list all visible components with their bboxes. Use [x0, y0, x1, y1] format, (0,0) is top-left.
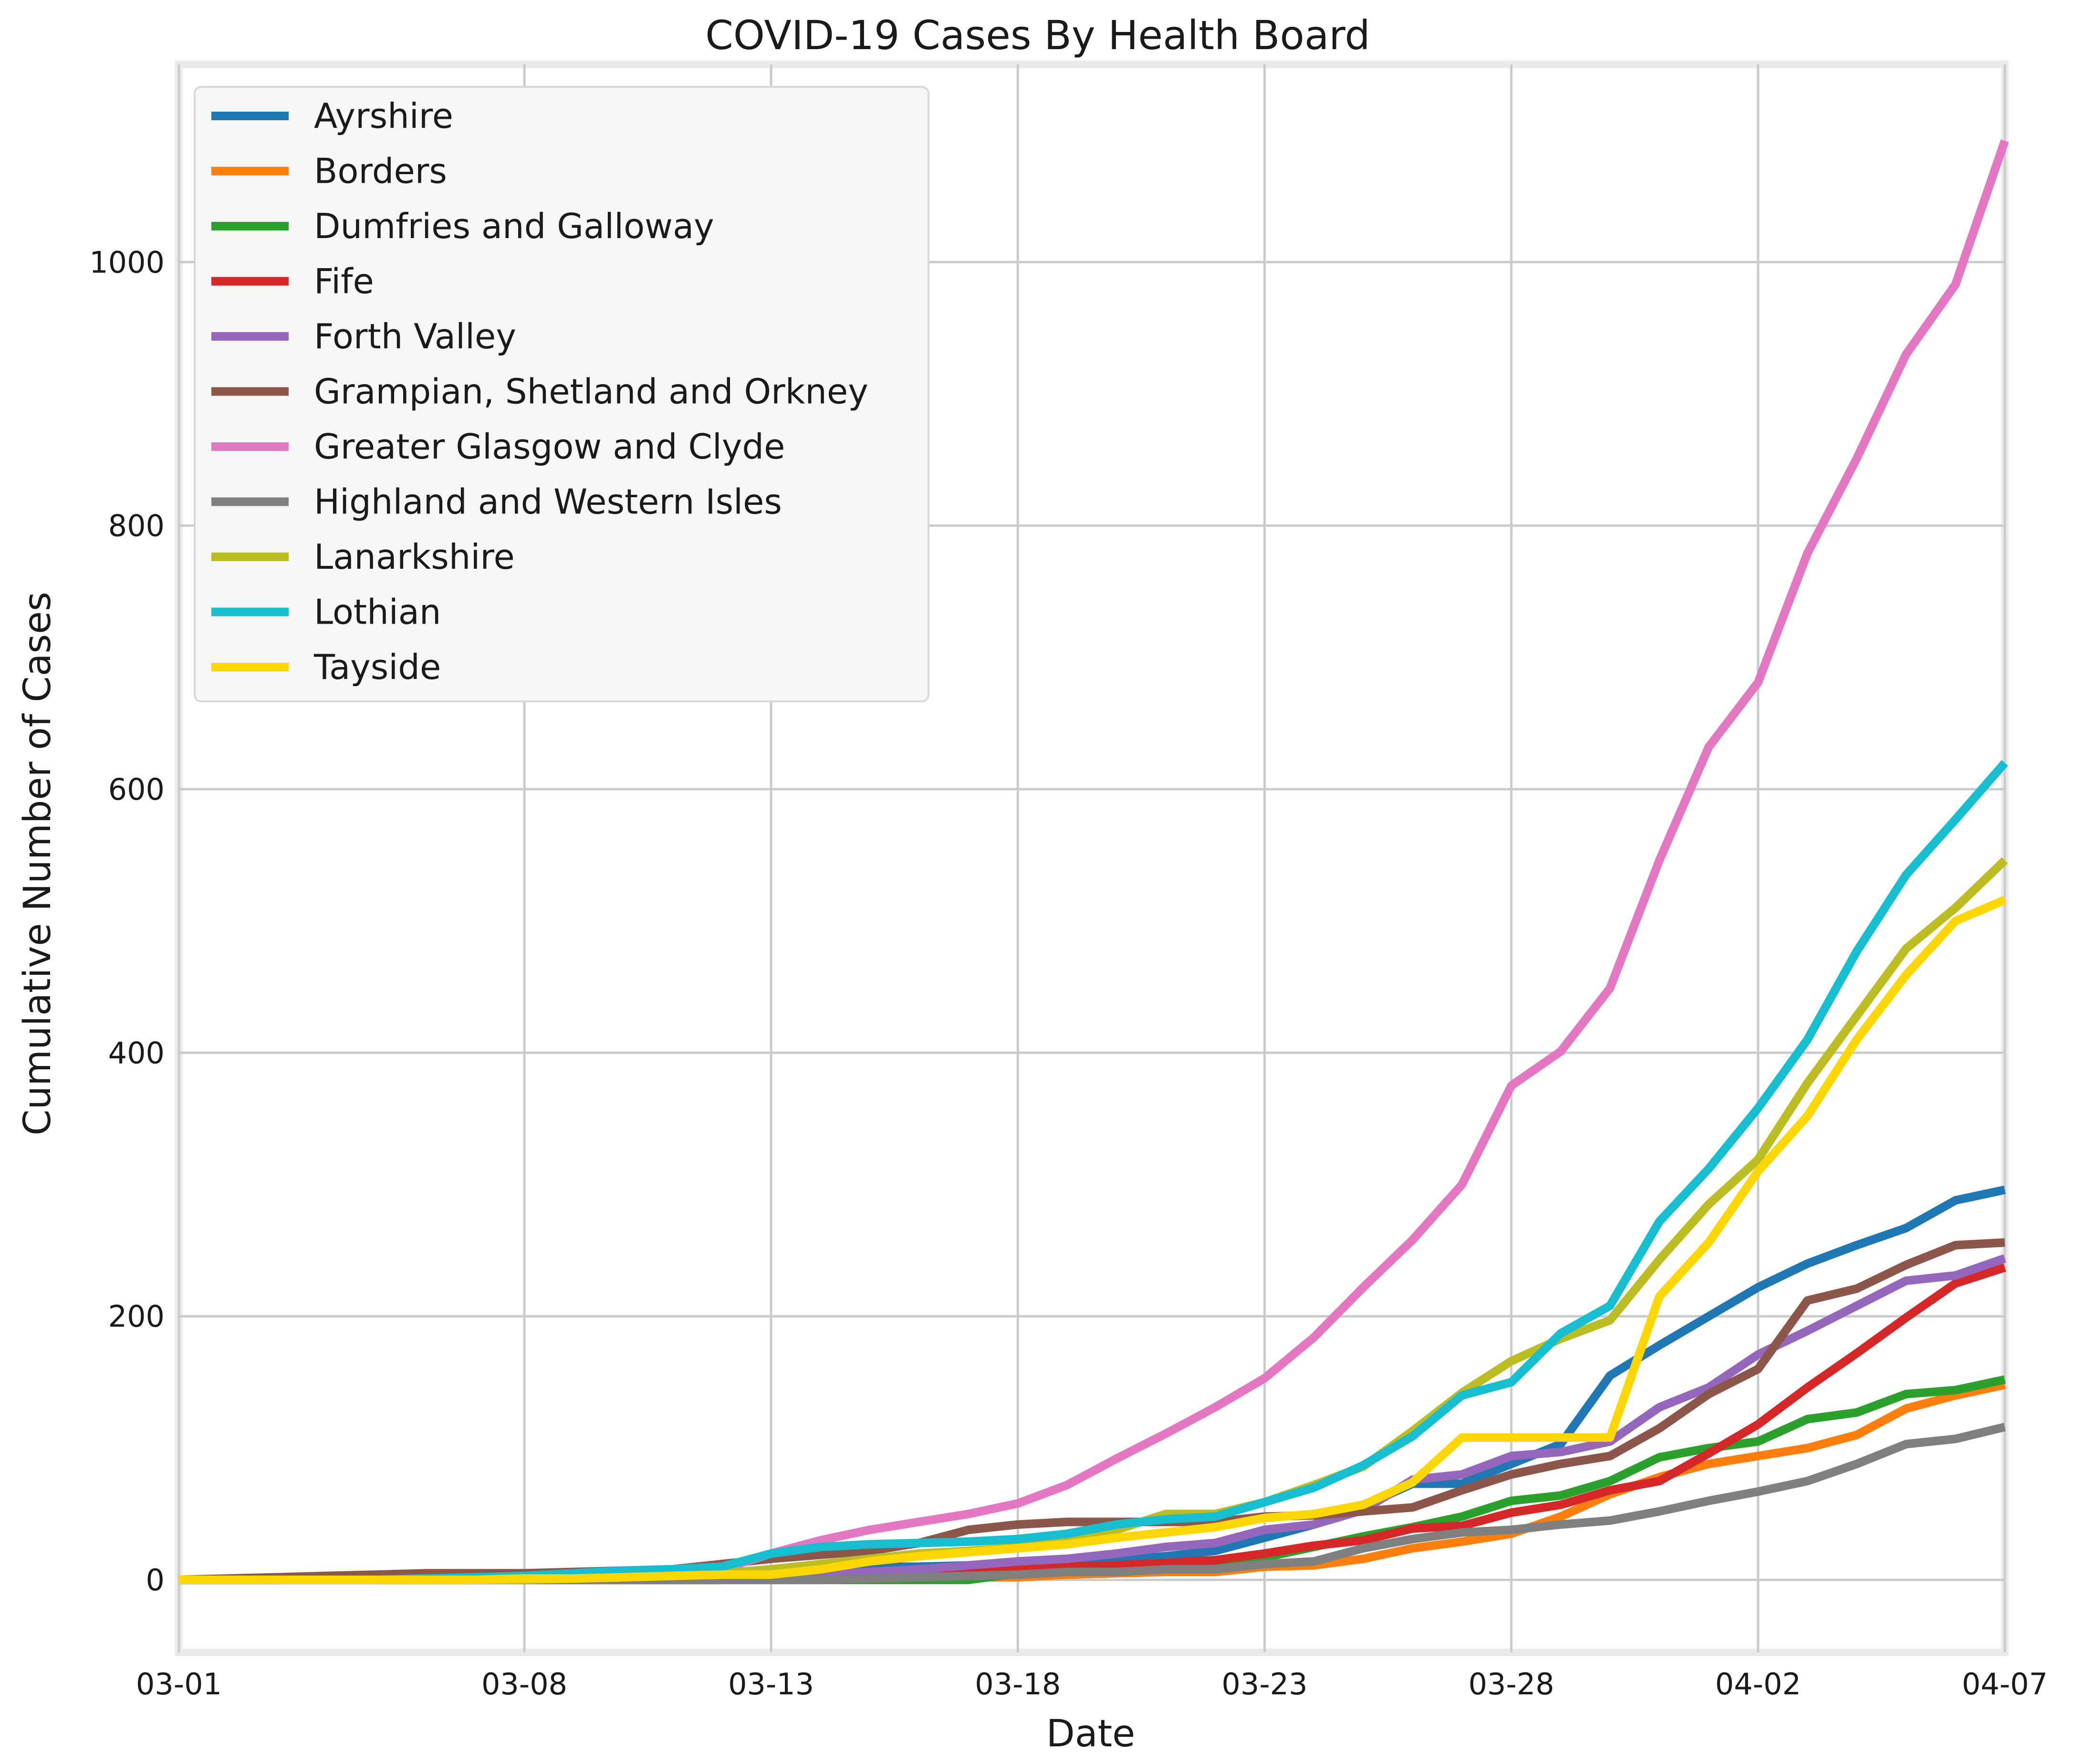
legend-item: Fife — [211, 261, 374, 302]
legend-label: Fife — [314, 261, 374, 302]
x-tick-label: 03-28 — [1469, 1667, 1554, 1701]
x-tick-label: 03-08 — [481, 1667, 567, 1701]
legend-item: Lothian — [211, 592, 441, 632]
legend-box — [194, 86, 929, 702]
x-tick-label: 03-01 — [136, 1667, 222, 1701]
legend-item: Highland and Western Isles — [211, 482, 782, 522]
y-tick-label: 400 — [108, 1035, 165, 1070]
legend-item: Lanarkshire — [211, 537, 515, 577]
legend-item: Greater Glasgow and Clyde — [211, 427, 785, 467]
y-axis-ticks: 0 200 400 600 800 1000 — [89, 245, 165, 1597]
x-axis-title: Date — [1046, 1712, 1135, 1755]
x-axis-ticks: 03-01 03-08 03-13 03-18 03-23 03-28 04-02 04-07 — [136, 1667, 2048, 1701]
grid — [177, 64, 2006, 1652]
legend-label: Lothian — [314, 592, 441, 632]
legend-label: Tayside — [313, 647, 441, 687]
legend-label: Ayrshire — [314, 96, 453, 136]
x-tick-label: 03-18 — [975, 1667, 1061, 1701]
legend-item: Dumfries and Galloway — [211, 206, 714, 246]
legend-label: Borders — [314, 151, 447, 191]
legend-label: Grampian, Shetland and Orkney — [314, 372, 868, 412]
x-tick-label: 04-07 — [1962, 1667, 2048, 1701]
legend-label: Dumfries and Galloway — [314, 206, 714, 246]
legend: Ayrshire Borders Dumfries and Galloway Fife… — [194, 86, 929, 702]
legend-label: Lanarkshire — [314, 537, 515, 577]
legend-item: Borders — [211, 151, 447, 191]
legend-item: Tayside — [211, 647, 441, 687]
y-tick-label: 1000 — [89, 245, 165, 280]
x-tick-label: 03-13 — [728, 1667, 814, 1701]
legend-label: Greater Glasgow and Clyde — [314, 427, 785, 467]
legend-item: Grampian, Shetland and Orkney — [211, 372, 868, 412]
legend-label: Highland and Western Isles — [314, 482, 782, 522]
y-tick-label: 200 — [108, 1299, 165, 1334]
series-lines — [178, 139, 2009, 1585]
y-tick-label: 600 — [108, 772, 165, 807]
chart-title: COVID-19 Cases By Health Board — [705, 12, 1370, 59]
legend-label: Forth Valley — [314, 316, 516, 356]
series-line-tayside — [179, 896, 2007, 1585]
legend-item: Forth Valley — [211, 316, 516, 356]
y-tick-label: 800 — [108, 509, 165, 543]
x-tick-label: 04-02 — [1715, 1667, 1801, 1701]
y-tick-label: 0 — [146, 1563, 165, 1597]
y-axis-title: Cumulative Number of Cases — [16, 592, 59, 1136]
x-tick-label: 03-23 — [1221, 1667, 1307, 1701]
legend-item: Ayrshire — [211, 96, 453, 136]
